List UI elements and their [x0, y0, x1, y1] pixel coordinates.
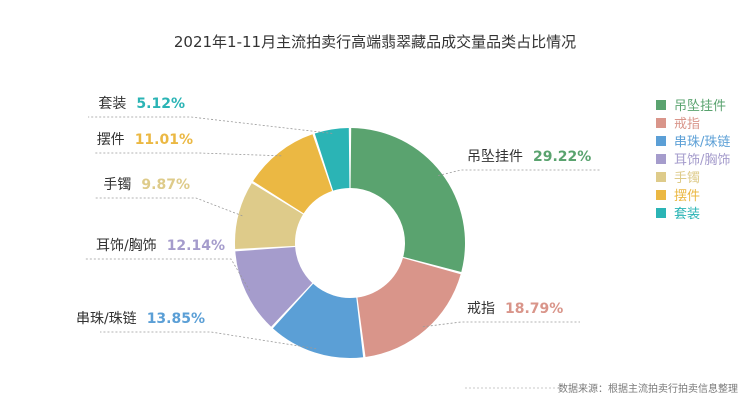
slice-ring: [357, 257, 461, 357]
data-label-ornament: 摆件 11.01%: [97, 132, 193, 148]
slice-earring: [235, 247, 313, 327]
legend-label-ring: 戒指: [674, 117, 700, 132]
legend-label-beads: 串珠/珠链: [674, 135, 730, 150]
data-label-set: 套装 5.12%: [98, 96, 185, 112]
leader-line-beads: [100, 331, 317, 350]
leader-line-ring: [422, 321, 580, 328]
leader-line-ornament: [95, 152, 282, 157]
legend-swatch-pendant: [656, 100, 666, 110]
slice-beads: [272, 283, 364, 359]
slice-set: [314, 128, 350, 191]
source-note: 数据来源：根据主流拍卖行拍卖信息整理: [558, 382, 738, 395]
leader-line-set: [88, 116, 333, 134]
legend-swatch-ring: [656, 118, 666, 128]
chart-title: 2021年1-11月主流拍卖行高端翡翠藏品成交量品类占比情况: [174, 33, 576, 51]
legend-label-earring: 耳饰/胸饰: [674, 153, 730, 168]
legend-label-set: 套装: [674, 206, 700, 222]
legend-swatch-bracelet: [656, 172, 666, 182]
data-label-beads: 串珠/珠链 13.85%: [76, 311, 205, 327]
legend-label-bracelet: 手镯: [674, 171, 700, 186]
legend-swatch-ornament: [656, 190, 666, 200]
legend-swatch-earring: [656, 154, 666, 164]
leader-line-earring: [85, 258, 251, 291]
data-label-pendant: 吊坠挂件 29.22%: [467, 149, 591, 165]
data-label-ring: 戒指 18.79%: [467, 301, 563, 317]
legend-swatch-beads: [656, 136, 666, 146]
data-label-earring: 耳饰/胸饰 12.14%: [96, 238, 225, 254]
leader-line-bracelet: [95, 197, 243, 217]
legend-label-ornament: 摆件: [674, 189, 700, 204]
labels-group: 吊坠挂件 29.22% 戒指 18.79% 串珠/珠链 13.85% 耳饰/胸饰 12.14%…: [76, 96, 600, 350]
leader-line-pendant: [438, 169, 600, 176]
data-label-bracelet: 手镯 9.87%: [103, 177, 190, 193]
slice-pendant: [350, 128, 465, 272]
legend-swatch-set: [656, 208, 666, 218]
slice-ornament: [253, 134, 333, 214]
slice-bracelet: [235, 183, 304, 250]
legend-label-pendant: 吊坠挂件: [674, 98, 726, 114]
slices-group: [235, 128, 465, 359]
